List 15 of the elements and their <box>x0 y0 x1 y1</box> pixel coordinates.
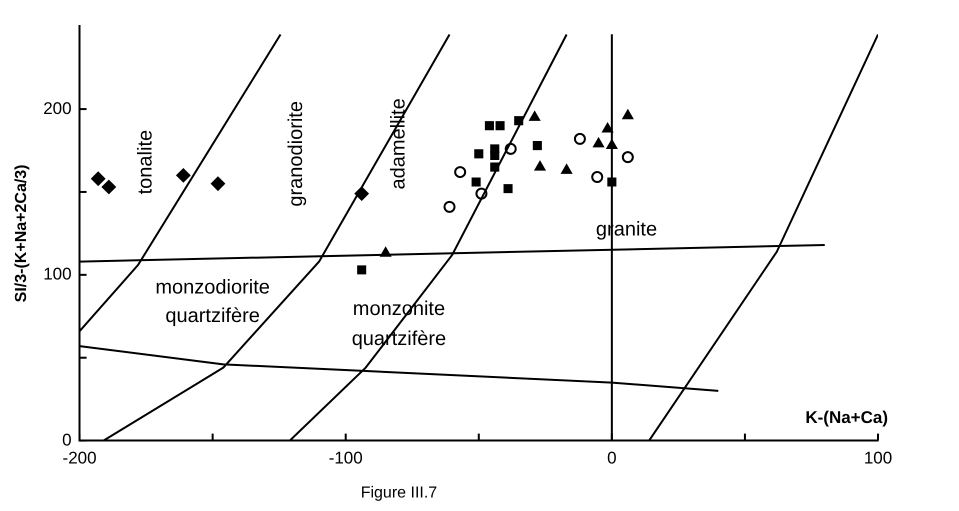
x-axis-title: K-(Na+Ca) <box>805 408 888 427</box>
y-tick-label: 0 <box>62 430 72 450</box>
y-tick-label: 200 <box>43 98 72 118</box>
annotation: granodiorite <box>284 101 307 207</box>
annotation: adamellite <box>387 98 410 190</box>
x-tick-label: -100 <box>328 448 363 468</box>
x-tick-label: 0 <box>607 448 617 468</box>
x-tick-label: -200 <box>62 448 97 468</box>
annotation: quartzifère <box>165 304 260 327</box>
y-axis-title: SI/3-(K+Na+2Ca/3) <box>13 164 30 302</box>
annotation: tonalite <box>134 130 157 194</box>
x-tick-label: 100 <box>864 448 892 468</box>
annotation: monzodiorite <box>155 276 270 299</box>
text: Figure III.7 <box>360 484 438 502</box>
y-tick-label: 100 <box>43 264 72 284</box>
